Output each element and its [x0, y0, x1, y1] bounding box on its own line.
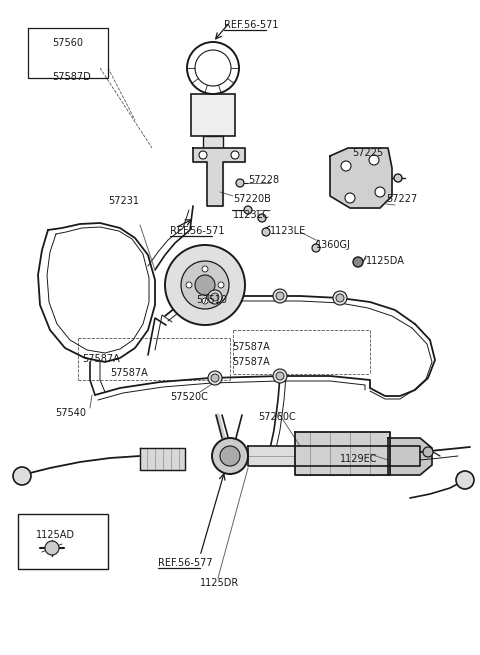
Circle shape — [353, 257, 363, 267]
Circle shape — [341, 161, 351, 171]
Text: REF.56-571: REF.56-571 — [170, 226, 225, 236]
Text: REF.56-577: REF.56-577 — [158, 558, 213, 568]
Circle shape — [195, 275, 215, 295]
Text: 57540: 57540 — [55, 408, 86, 418]
Circle shape — [208, 371, 222, 385]
Circle shape — [276, 372, 284, 380]
Text: 57225: 57225 — [352, 148, 383, 158]
Circle shape — [13, 467, 31, 485]
Circle shape — [336, 294, 344, 302]
Text: REF.56-571: REF.56-571 — [224, 20, 278, 30]
Circle shape — [375, 187, 385, 197]
Polygon shape — [248, 446, 420, 466]
Circle shape — [369, 155, 379, 165]
Text: 57587A: 57587A — [232, 342, 270, 352]
Circle shape — [181, 261, 229, 309]
Circle shape — [236, 179, 244, 187]
Text: 57587D: 57587D — [52, 72, 91, 82]
Text: 57560: 57560 — [52, 38, 83, 48]
Bar — [191, 94, 235, 136]
Text: 57587A: 57587A — [82, 354, 120, 364]
Circle shape — [262, 228, 270, 236]
Text: 1360GJ: 1360GJ — [316, 240, 351, 250]
Circle shape — [423, 447, 433, 457]
Circle shape — [231, 151, 239, 159]
Circle shape — [276, 292, 284, 300]
Text: 57260C: 57260C — [258, 412, 296, 422]
Circle shape — [394, 174, 402, 182]
Polygon shape — [330, 148, 392, 208]
Text: 1125DA: 1125DA — [366, 256, 405, 266]
Polygon shape — [388, 438, 432, 475]
Text: 57228: 57228 — [248, 175, 279, 185]
Circle shape — [211, 374, 219, 382]
Circle shape — [273, 369, 287, 383]
Circle shape — [218, 282, 224, 288]
Circle shape — [244, 206, 252, 214]
Circle shape — [165, 245, 245, 325]
Text: 57587A: 57587A — [232, 357, 270, 367]
Circle shape — [273, 289, 287, 303]
Circle shape — [258, 214, 266, 222]
Text: 1129EC: 1129EC — [340, 454, 377, 464]
Polygon shape — [140, 448, 185, 470]
Text: 57510: 57510 — [196, 295, 227, 305]
Circle shape — [312, 244, 320, 252]
Circle shape — [202, 266, 208, 272]
Circle shape — [186, 282, 192, 288]
Circle shape — [208, 290, 222, 304]
Text: 57231: 57231 — [108, 196, 139, 206]
Circle shape — [333, 291, 347, 305]
Text: 1123LE: 1123LE — [270, 226, 306, 236]
Circle shape — [45, 541, 59, 555]
Text: 1125AD: 1125AD — [36, 530, 75, 540]
Circle shape — [212, 438, 248, 474]
Bar — [18, 514, 108, 569]
Circle shape — [199, 151, 207, 159]
Text: 1123LC: 1123LC — [233, 210, 270, 220]
Text: 57520C: 57520C — [170, 392, 208, 402]
Bar — [28, 28, 108, 78]
Text: 57227: 57227 — [386, 194, 417, 204]
Circle shape — [211, 293, 219, 301]
Polygon shape — [295, 432, 390, 475]
Circle shape — [202, 298, 208, 304]
Circle shape — [220, 446, 240, 466]
Polygon shape — [193, 148, 245, 206]
Bar — [203, 136, 223, 156]
Circle shape — [456, 471, 474, 489]
Text: 57587A: 57587A — [110, 368, 148, 378]
Text: 1125DR: 1125DR — [200, 578, 239, 588]
Text: 57220B: 57220B — [233, 194, 271, 204]
Circle shape — [345, 193, 355, 203]
